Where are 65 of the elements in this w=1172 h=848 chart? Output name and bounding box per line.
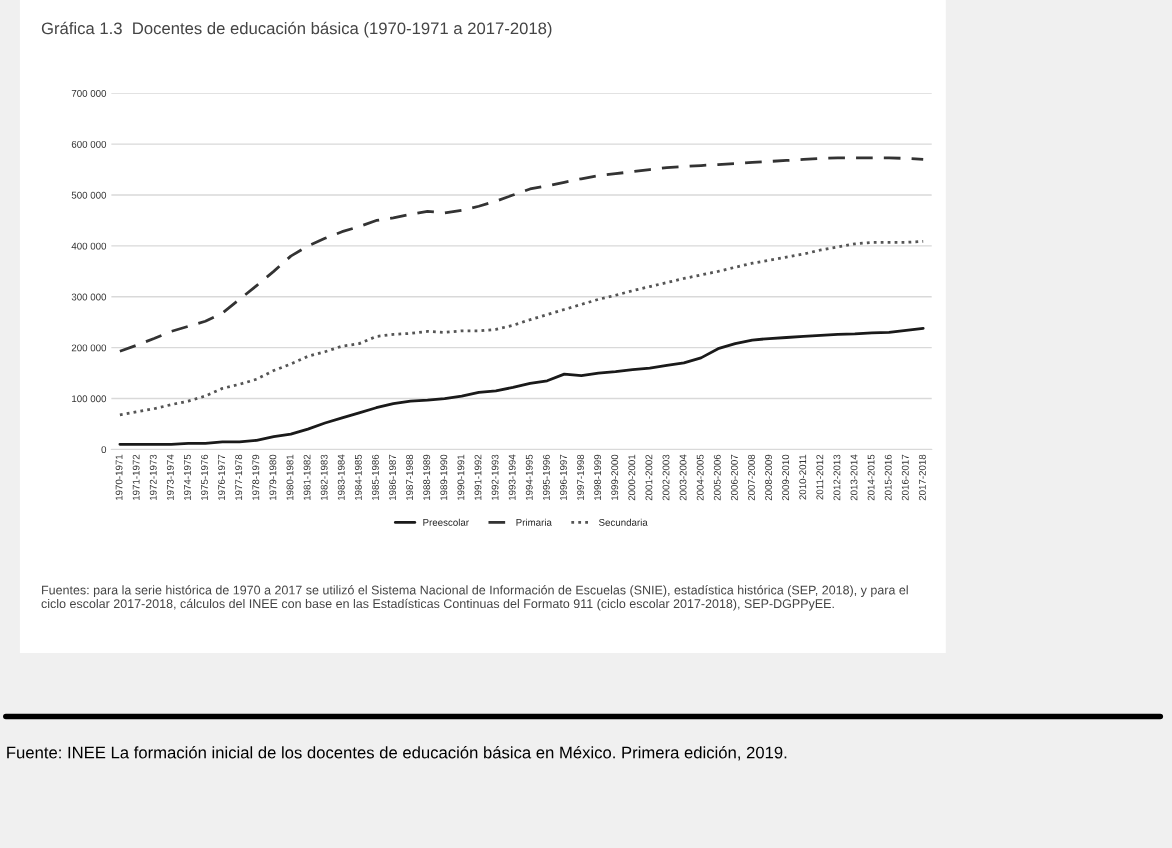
x-tick-label: 1970-1971 — [115, 454, 123, 501]
x-tick-label: 2013-2014 — [850, 454, 858, 501]
y-tick-label: 700 000 — [71, 90, 107, 97]
x-tick-label: 2000-2001 — [628, 454, 636, 501]
y-tick-label: 0 — [101, 446, 107, 454]
x-tick-label: 2007-2008 — [748, 454, 755, 501]
x-tick-label: 1973-1974 — [166, 454, 174, 501]
x-tick-label: 2006-2007 — [730, 454, 738, 501]
x-tick-label: 2017-2018 — [918, 454, 926, 501]
x-tick-label: 1987-1988 — [406, 454, 414, 501]
x-tick-label: 1998-1999 — [594, 454, 602, 501]
x-tick-label: 1974-1975 — [183, 454, 191, 501]
x-tick-label: 2012-2013 — [833, 454, 841, 501]
legend-label: Secundaria — [599, 518, 648, 526]
x-tick-label: 1977-1978 — [235, 454, 243, 501]
x-tick-label: 1993-1994 — [508, 454, 516, 501]
x-tick-label: 1988-1989 — [423, 454, 431, 501]
x-tick-label: 1971-1972 — [132, 454, 140, 501]
chart-title: Gráfica 1.3 Docentes de educación básica (1970-1971 a 2017-2018) — [41, 21, 552, 38]
x-tick-label: 1997-1998 — [577, 454, 584, 501]
x-tick-label: 1991-1992 — [474, 454, 482, 501]
y-tick-label: 100 000 — [72, 395, 107, 403]
x-tick-label: 2008-2009 — [765, 454, 772, 501]
x-tick-label: 1996-1997 — [559, 454, 567, 501]
legend-label: Primaria — [516, 518, 552, 526]
y-tick-label: 300 000 — [71, 293, 107, 301]
x-tick-label: 1975-1976 — [201, 454, 208, 501]
y-tick-label: 600 000 — [71, 140, 107, 148]
x-tick-label: 2005-2006 — [713, 454, 721, 501]
line-series — [118, 239, 925, 417]
x-tick-label: 2014-2015 — [867, 454, 875, 501]
x-tick-label: 1999-2000 — [611, 454, 619, 501]
x-tick-label: 1986-1987 — [389, 454, 396, 501]
x-tick-label: 1989-1990 — [440, 454, 448, 501]
y-tick-label: 500 000 — [71, 191, 107, 199]
x-tick-label: 2016-2017 — [901, 454, 909, 501]
x-tick-label: 1992-1993 — [491, 454, 499, 501]
x-tick-label: 1982-1983 — [320, 454, 328, 501]
x-tick-label: 1976-1977 — [218, 454, 226, 501]
x-tick-label: 1995-1996 — [542, 454, 550, 501]
x-tick-label: 2002-2003 — [662, 454, 670, 501]
x-tick-label: 2009-2010 — [782, 454, 790, 501]
x-tick-label: 1984-1985 — [354, 454, 362, 501]
x-tick-label: 1983-1984 — [337, 454, 345, 501]
x-tick-label: 2015-2016 — [884, 454, 892, 501]
x-tick-label: 2004-2005 — [696, 454, 704, 501]
x-tick-label: 2010-2011 — [799, 454, 807, 500]
x-tick-label: 1994-1995 — [525, 454, 533, 501]
x-tick-label: 2001-2002 — [645, 454, 653, 501]
line-series — [118, 156, 925, 353]
source-note: Fuentes: para la serie histórica de 1970 a 2017 se utilizó el Sistema Nacional de Información de Escuelas (SNIE), estadística histórica (SEP, 2018), y para el ciclo escolar 2017-2018, cálculos del INEE con base en las Estadísticas Continuas del Formato 911 (ciclo escolar 2017-2018), SEP-DGPPyEE. — [41, 585, 908, 611]
legend-label: Preescolar — [423, 518, 469, 526]
x-tick-label: 1990-1991 — [457, 454, 465, 501]
x-tick-label: 1985-1986 — [371, 454, 379, 501]
x-tick-label: 1981-1982 — [303, 454, 311, 501]
x-tick-label: 1979-1980 — [269, 454, 277, 501]
line-series — [118, 326, 925, 446]
y-tick-label: 200 000 — [71, 344, 107, 352]
y-tick-label: 400 000 — [71, 242, 107, 250]
x-tick-label: 1972-1973 — [149, 454, 157, 501]
x-tick-label: 1978-1979 — [252, 454, 260, 501]
source-note: Fuente: INEE La formación inicial de los docentes de educación básica en México. Primera edición, 2019. — [7, 746, 787, 761]
x-tick-label: 2011-2012 — [816, 454, 824, 500]
x-tick-label: 2003-2004 — [679, 454, 687, 501]
x-tick-label: 1980-1981 — [286, 454, 294, 501]
